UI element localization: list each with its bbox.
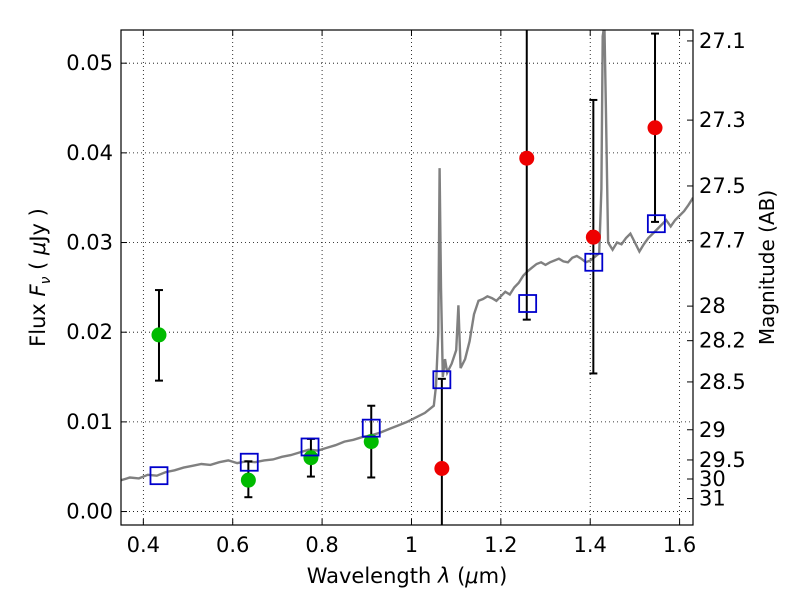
data-point (303, 450, 319, 466)
data-point (519, 150, 535, 166)
mag-tick-label: 27.5 (699, 174, 746, 198)
data-point (585, 229, 601, 245)
mag-tick-label: 28.2 (699, 329, 746, 353)
y2-axis-label: Magnitude (AB) (755, 190, 779, 345)
mag-tick-label: 28 (699, 294, 726, 318)
data-point (151, 327, 167, 343)
model-point (239, 452, 259, 472)
y-axis-label: Flux Fν ( μJy ) (26, 208, 54, 347)
y-tick-label: 0.03 (66, 231, 113, 255)
mag-tick-label: 29 (699, 418, 726, 442)
mag-tick-label: 30 (699, 467, 726, 491)
model-spectrum-line (121, 30, 693, 482)
y-tick-label: 0.01 (66, 410, 113, 434)
plot-area (121, 30, 693, 525)
model-point (300, 437, 320, 457)
y-tick-label: 0.05 (66, 51, 113, 75)
y-tick-label: 0.02 (66, 320, 113, 344)
plot-clip-group (121, 30, 693, 525)
mag-tick-label: 27.3 (699, 108, 746, 132)
mag-tick-label: 27.1 (699, 29, 746, 53)
x-axis-label: Wavelength λ (μm) (307, 564, 508, 588)
data-point (240, 472, 256, 488)
grid (121, 30, 693, 525)
model-point (149, 466, 169, 486)
mag-tick-label: 27.7 (699, 229, 746, 253)
model-point (361, 418, 381, 438)
mag-tick-label: 31 (699, 487, 726, 511)
model-point (584, 252, 604, 272)
data-point (363, 434, 379, 450)
mag-tick-label: 29.5 (699, 448, 746, 472)
x-tick-label: 0.6 (216, 533, 249, 557)
y-tick-label: 0.04 (66, 141, 113, 165)
x-tick-label: 0.8 (305, 533, 338, 557)
data-point (434, 461, 450, 477)
x-tick-label: 1.2 (484, 533, 517, 557)
plot-frame (120, 29, 694, 526)
x-tick-label: 0.4 (127, 533, 160, 557)
model-point (646, 214, 666, 234)
data-point (647, 120, 663, 136)
model-point (518, 294, 538, 313)
x-tick-label: 1.6 (663, 533, 696, 557)
x-tick-label: 1 (405, 533, 418, 557)
mag-tick-label: 28.5 (699, 370, 746, 394)
x-tick-label: 1.4 (574, 533, 607, 557)
y-tick-label: 0.00 (66, 500, 113, 524)
model-point (432, 370, 452, 390)
axes: 0.4 0.6 0.8 1 1.2 1.4 1.6 0.00 0.01 0.02 0.03 0.04 0… (66, 29, 746, 557)
